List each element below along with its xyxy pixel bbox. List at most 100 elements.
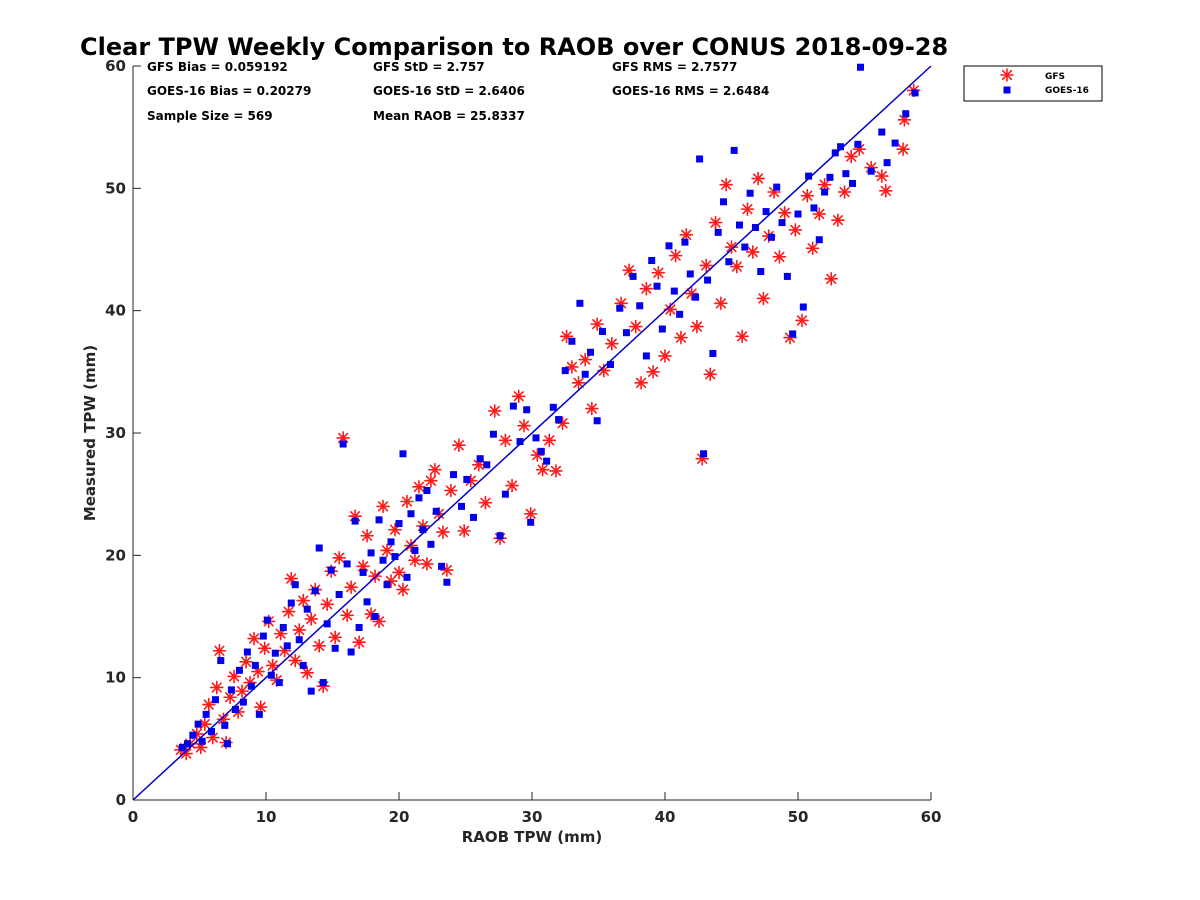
data-point-gfs — [634, 376, 648, 390]
data-point-goes-16 — [714, 228, 722, 236]
data-point-goes-16 — [543, 457, 551, 465]
data-point-goes-16 — [476, 455, 484, 463]
data-point-goes-16 — [789, 330, 797, 338]
data-point-gfs — [360, 528, 374, 543]
data-point-gfs — [392, 565, 406, 580]
data-point-goes-16 — [231, 705, 239, 713]
data-point-goes-16 — [351, 517, 359, 525]
data-point-goes-16 — [469, 513, 477, 521]
data-point-gfs — [300, 665, 315, 680]
data-point-gfs — [795, 313, 809, 328]
data-point-goes-16 — [730, 146, 738, 154]
data-point-goes-16 — [483, 461, 491, 469]
data-point-goes-16 — [581, 370, 589, 378]
data-point-gfs — [772, 250, 787, 264]
data-point-gfs — [668, 248, 683, 263]
data-point-gfs — [265, 658, 280, 673]
data-point-goes-16 — [778, 219, 786, 227]
data-point-goes-16 — [805, 172, 813, 180]
data-point-gfs — [320, 597, 334, 612]
data-point-gfs — [896, 142, 910, 156]
data-point-goes-16 — [496, 532, 504, 540]
data-point-goes-16 — [323, 620, 331, 628]
data-point-goes-16 — [837, 143, 845, 151]
data-point-gfs — [831, 213, 845, 227]
data-point-goes-16 — [670, 287, 678, 295]
data-point-gfs — [714, 296, 728, 311]
data-point-goes-16 — [243, 648, 251, 656]
data-point-goes-16 — [379, 556, 387, 564]
data-point-gfs — [549, 464, 563, 478]
data-point-goes-16 — [489, 430, 497, 438]
data-point-goes-16 — [383, 581, 391, 589]
data-point-goes-16 — [202, 710, 210, 718]
data-point-gfs — [288, 653, 303, 668]
legend-gfs-marker — [1000, 68, 1014, 82]
data-point-goes-16 — [339, 440, 347, 448]
data-point-goes-16 — [311, 587, 319, 595]
data-point-gfs — [212, 643, 227, 658]
data-point-goes-16 — [891, 139, 899, 147]
points-layer — [174, 63, 921, 761]
data-point-goes-16 — [259, 632, 267, 640]
data-point-gfs — [511, 389, 526, 404]
data-point-goes-16 — [911, 89, 919, 97]
stats-block: GFS Bias = 0.059192 GFS StD = 2.757 GFS … — [147, 60, 769, 123]
data-point-goes-16 — [295, 636, 303, 644]
data-point-goes-16 — [327, 566, 335, 574]
data-point-goes-16 — [267, 671, 275, 679]
data-point-goes-16 — [227, 686, 235, 694]
data-point-goes-16 — [419, 526, 427, 534]
data-point-gfs — [571, 376, 586, 390]
data-point-goes-16 — [463, 475, 471, 483]
data-point-gfs — [745, 245, 760, 259]
data-point-gfs — [639, 281, 654, 296]
data-point-goes-16 — [363, 598, 371, 606]
data-point-goes-16 — [854, 140, 862, 148]
legend: GFS GOES-16 — [963, 65, 1103, 102]
data-point-goes-16 — [746, 189, 754, 197]
data-point-goes-16 — [549, 403, 557, 411]
axes: 0 10 20 30 40 50 60 0 10 20 30 40 50 60 — [105, 57, 941, 826]
y-tick-label: 0 — [116, 791, 126, 809]
data-point-gfs — [209, 680, 224, 695]
data-point-gfs — [523, 506, 538, 521]
legend-goes-label: GOES-16 — [1045, 86, 1089, 96]
data-point-gfs — [235, 684, 249, 698]
data-point-goes-16 — [198, 737, 206, 745]
data-point-gfs — [735, 329, 749, 344]
data-point-gfs — [708, 215, 723, 230]
data-point-goes-16 — [279, 624, 287, 632]
data-point-gfs — [651, 265, 666, 280]
data-point-gfs — [344, 580, 358, 594]
data-point-gfs — [878, 183, 893, 198]
stat-gfs-rms: GFS RMS = 2.7577 — [612, 60, 737, 74]
data-point-gfs — [585, 401, 599, 416]
x-tick-label: 20 — [389, 808, 410, 826]
data-point-gfs — [202, 697, 216, 712]
data-point-gfs — [424, 473, 438, 488]
data-point-gfs — [777, 206, 792, 220]
data-point-goes-16 — [371, 613, 379, 620]
data-point-goes-16 — [255, 710, 263, 718]
data-point-gfs — [444, 483, 458, 498]
data-point-gfs — [380, 543, 394, 558]
data-point-goes-16 — [606, 360, 614, 368]
data-point-goes-16 — [527, 518, 535, 526]
data-point-gfs — [352, 635, 366, 649]
data-point-gfs — [328, 630, 342, 645]
data-point-gfs — [428, 462, 442, 477]
data-point-goes-16 — [427, 540, 435, 548]
series-goes-16 — [178, 63, 919, 751]
data-point-goes-16 — [692, 293, 700, 301]
data-point-goes-16 — [704, 276, 712, 284]
data-point-gfs — [674, 330, 688, 345]
data-point-gfs — [578, 352, 593, 367]
data-point-gfs — [740, 202, 755, 216]
data-point-gfs — [312, 639, 327, 653]
data-point-goes-16 — [878, 128, 886, 136]
y-tick-label: 50 — [105, 179, 126, 197]
data-point-goes-16 — [593, 417, 601, 425]
data-point-gfs — [535, 462, 550, 477]
data-point-gfs — [457, 524, 471, 538]
